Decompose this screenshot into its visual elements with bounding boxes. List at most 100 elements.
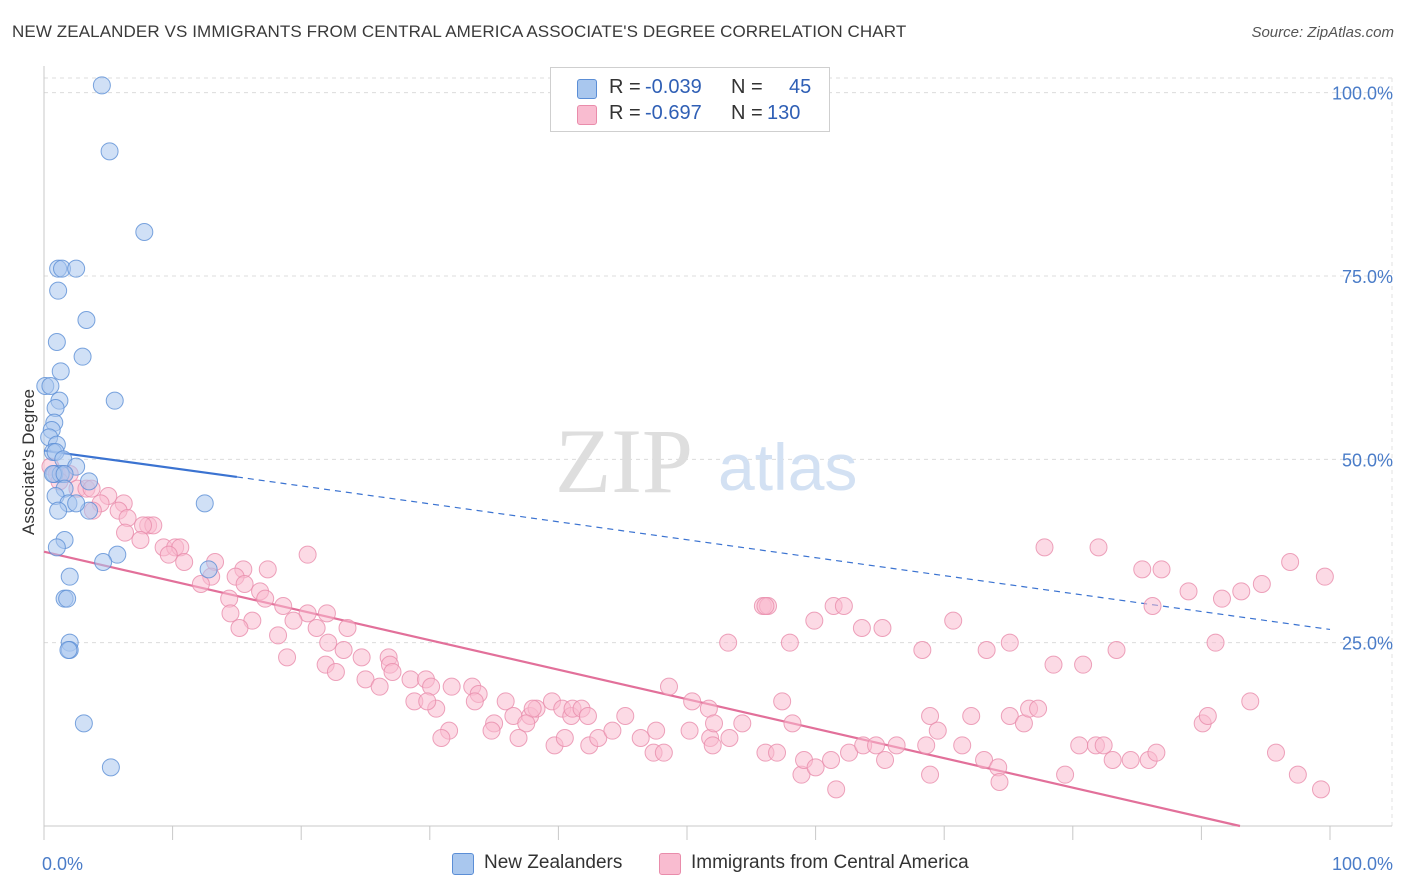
y-tick-label: 50.0%	[1342, 450, 1393, 470]
legend-row-new-zealanders: R = -0.039 N = 45	[551, 75, 829, 101]
legend-n-label: N =	[731, 102, 763, 124]
point-central-america	[733, 714, 752, 733]
point-central-america	[703, 736, 722, 755]
trend-lines	[43, 449, 1331, 828]
point-central-america	[953, 736, 972, 755]
point-central-america	[756, 597, 775, 615]
point-central-america	[578, 707, 597, 725]
point-central-america	[1107, 641, 1126, 659]
point-central-america	[1044, 655, 1063, 674]
point-central-america	[334, 641, 353, 659]
point-central-america	[659, 677, 678, 696]
watermark: ZIP atlas	[555, 410, 857, 512]
point-central-america	[827, 780, 846, 799]
point-central-america	[1094, 736, 1113, 755]
point-new-zealander	[80, 472, 99, 491]
y-tick-label: 25.0%	[1342, 634, 1393, 654]
point-central-america	[1266, 743, 1285, 762]
point-central-america	[867, 736, 886, 755]
point-central-america	[442, 677, 461, 696]
point-central-america	[913, 641, 932, 659]
point-central-america	[1288, 765, 1307, 784]
point-new-zealander	[59, 641, 78, 659]
point-new-zealander	[60, 567, 79, 586]
point-central-america	[509, 729, 528, 747]
trend-line-central-america	[43, 550, 1241, 828]
legend-r-label: R =	[609, 102, 641, 124]
legend-swatch-pink	[577, 105, 597, 125]
point-central-america	[1179, 582, 1198, 601]
point-central-america	[326, 663, 345, 681]
point-central-america	[274, 597, 293, 615]
point-central-america	[589, 729, 608, 747]
point-central-america	[806, 758, 825, 777]
watermark-zip: ZIP	[555, 410, 693, 512]
legend-swatch-pink	[659, 853, 681, 875]
point-new-zealander	[74, 714, 93, 733]
point-central-america	[921, 765, 940, 784]
point-new-zealander	[67, 259, 86, 278]
point-new-zealander	[77, 311, 96, 329]
point-central-america	[307, 619, 326, 637]
point-central-america	[298, 604, 317, 623]
point-central-america	[773, 692, 792, 711]
legend-row-central-america: R = -0.697 N = 130	[551, 101, 829, 127]
point-central-america	[1311, 780, 1330, 799]
x-tick-label-max: 100.0%	[1332, 854, 1393, 874]
point-central-america	[1206, 633, 1225, 652]
point-new-zealander	[100, 142, 119, 161]
point-central-america	[383, 663, 402, 681]
point-central-america	[1089, 538, 1108, 557]
x-tick-label-min: 0.0%	[42, 854, 83, 874]
point-central-america	[805, 611, 824, 630]
point-central-america	[1281, 553, 1300, 571]
point-central-america	[631, 729, 650, 747]
point-central-america	[175, 553, 194, 571]
point-new-zealander	[195, 494, 214, 513]
point-new-zealander	[49, 501, 68, 520]
point-central-america	[1121, 751, 1140, 769]
point-central-america	[616, 707, 635, 725]
point-central-america	[1212, 589, 1231, 608]
point-central-america	[768, 743, 787, 762]
trend-line-new-zealanders-solid	[43, 449, 238, 479]
point-central-america	[822, 751, 841, 769]
point-new-zealander	[101, 758, 120, 777]
axis-labels: 25.0% 50.0% 75.0% 100.0% 0.0% 100.0% Associate…	[19, 84, 1393, 874]
point-central-america	[1315, 567, 1334, 586]
point-central-america	[1103, 751, 1122, 769]
point-central-america	[977, 641, 996, 659]
source-credit: Source: ZipAtlas.com	[1251, 24, 1394, 41]
point-central-america	[944, 611, 963, 630]
point-central-america	[278, 648, 297, 667]
legend-r-value: -0.697	[645, 102, 702, 124]
y-tick-label: 75.0%	[1342, 267, 1393, 287]
point-central-america	[647, 721, 666, 740]
point-new-zealander	[92, 76, 111, 95]
point-central-america	[873, 619, 892, 637]
point-new-zealander	[94, 553, 113, 571]
point-central-america	[1198, 707, 1217, 725]
point-central-america	[298, 545, 317, 564]
point-central-america	[370, 677, 389, 696]
point-central-america	[134, 516, 153, 535]
point-central-america	[1232, 582, 1251, 601]
point-central-america	[338, 619, 357, 637]
point-central-america	[496, 692, 515, 711]
legend-n-value: 45	[789, 76, 812, 98]
point-new-zealander	[105, 391, 124, 410]
y-axis-label: Associate's Degree	[19, 389, 38, 535]
point-central-america	[783, 714, 802, 733]
point-central-america	[230, 619, 249, 637]
point-new-zealander	[58, 589, 77, 608]
point-central-america	[990, 773, 1009, 791]
point-central-america	[1152, 560, 1171, 579]
legend-label: New Zealanders	[484, 852, 623, 873]
point-central-america	[603, 721, 622, 740]
point-central-america	[921, 707, 940, 725]
point-new-zealander	[47, 333, 66, 351]
point-central-america	[118, 509, 137, 527]
point-central-america	[258, 560, 277, 579]
point-central-america	[975, 751, 994, 769]
